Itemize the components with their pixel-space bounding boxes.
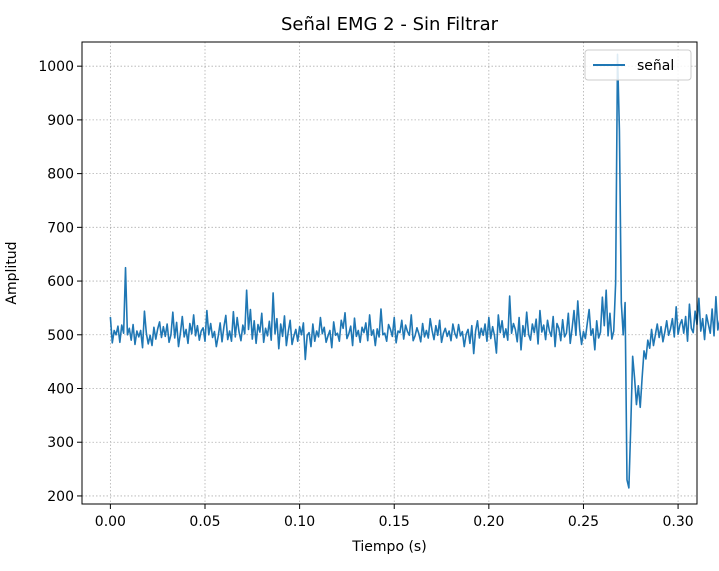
x-tick-label: 0.30: [662, 514, 693, 530]
y-tick-label: 900: [47, 113, 74, 129]
y-tick-label: 400: [47, 382, 74, 398]
x-tick-label: 0.00: [95, 514, 126, 530]
y-tick-label: 500: [47, 328, 74, 344]
x-tick-label: 0.20: [473, 514, 504, 530]
series-layer: [109, 53, 719, 489]
legend-box: [584, 49, 692, 81]
y-tick-label: 600: [47, 274, 74, 290]
x-axis-label: Tiempo (s): [351, 539, 426, 555]
series-line-señal: [109, 53, 719, 489]
grid-layer: [82, 42, 697, 504]
chart-title: Señal EMG 2 - Sin Filtrar: [281, 14, 499, 35]
x-tick-label: 0.25: [568, 514, 599, 530]
legend-label: señal: [637, 58, 674, 74]
y-axis-label: Amplitud: [4, 241, 20, 304]
x-tick-label: 0.10: [284, 514, 315, 530]
y-tick-label: 1000: [38, 59, 74, 75]
y-tick-label: 800: [47, 167, 74, 183]
y-tick-label: 700: [47, 220, 74, 236]
legend: señal: [584, 49, 692, 81]
y-tick-label: 200: [47, 489, 74, 505]
y-tick-label: 300: [47, 435, 74, 451]
x-tick-label: 0.15: [379, 514, 410, 530]
ticks-layer: 0.00 0.05 0.10 0.15 0.20 0.25 0.30 200 300 400 500…: [38, 59, 693, 530]
plot-frame: [81, 41, 698, 505]
x-tick-label: 0.05: [189, 514, 220, 530]
